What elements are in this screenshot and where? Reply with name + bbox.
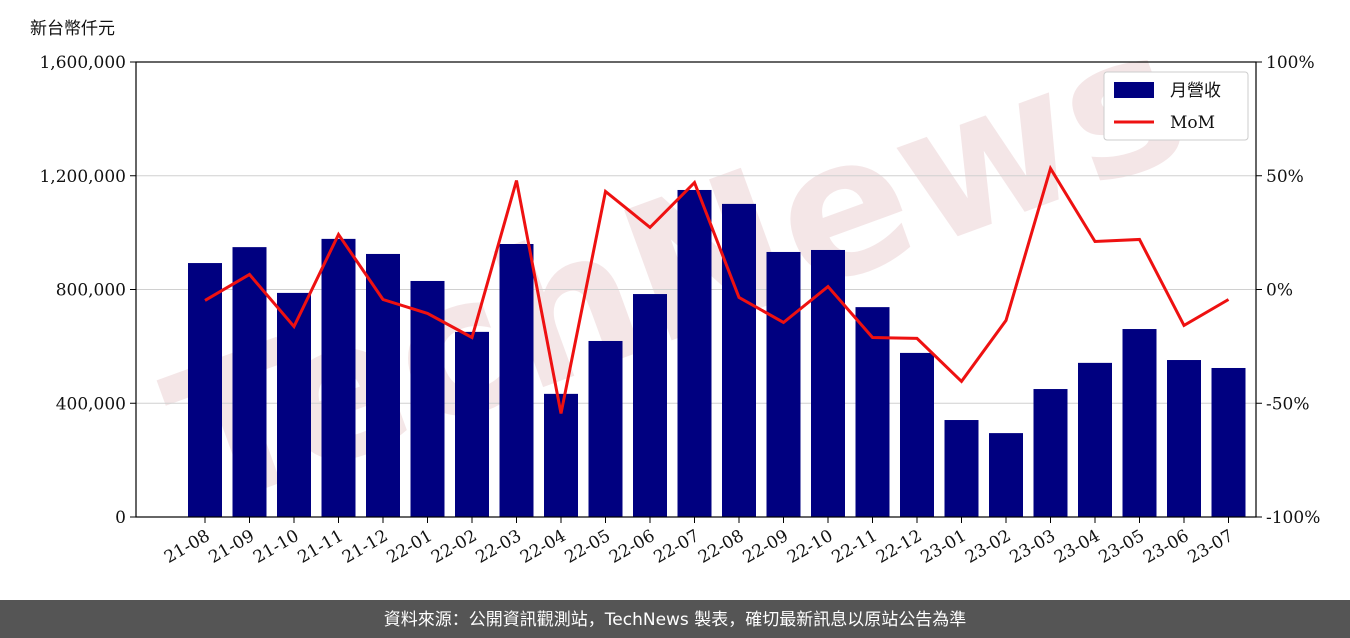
legend-label: 月營收 — [1170, 81, 1221, 101]
bar — [499, 244, 534, 517]
x-tick-label: 22-04 — [517, 526, 569, 568]
x-tick-label: 22-02 — [428, 526, 480, 568]
y2-tick-label: 50% — [1266, 167, 1304, 187]
footer: 資料來源：公開資訊觀測站，TechNews 製表，確切最新訊息以原站公告為準 — [384, 610, 966, 630]
x-tick-label: 23-06 — [1140, 526, 1192, 568]
x-tick-label: 23-02 — [962, 526, 1014, 568]
x-tick-label: 23-01 — [918, 526, 970, 568]
bar — [766, 251, 801, 517]
plot-frame — [135, 61, 1257, 518]
footer-bar — [0, 600, 1350, 638]
bar — [900, 352, 934, 517]
legend-label: MoM — [1170, 113, 1215, 133]
x-tick-label: 23-07 — [1185, 526, 1237, 568]
bar — [855, 307, 890, 517]
legend-swatch — [1114, 82, 1154, 98]
y-tick-label: 0 — [115, 508, 126, 528]
x-tick-label: 22-01 — [384, 526, 436, 568]
y-tick-label: 1,200,000 — [39, 167, 126, 187]
x-tick-label: 23-04 — [1051, 526, 1103, 568]
x-tick-label: 22-09 — [740, 526, 792, 568]
y-axis-label: 新台幣仟元 — [30, 19, 115, 39]
x-tick-label: 22-12 — [873, 526, 925, 568]
x-tick-label: 21-11 — [295, 526, 347, 568]
bar — [677, 189, 712, 517]
x-tick-label: 22-05 — [562, 526, 614, 568]
bar — [455, 331, 489, 517]
x-tick-label: 22-07 — [651, 526, 703, 568]
bar — [1211, 367, 1246, 517]
bar — [188, 263, 222, 517]
y2-tick-label: 0% — [1266, 281, 1293, 301]
bar — [1078, 362, 1112, 517]
x-tick-label: 22-06 — [606, 526, 658, 568]
bar — [410, 280, 445, 517]
x-tick-label: 22-08 — [695, 526, 747, 568]
x-tick-label: 23-05 — [1096, 526, 1148, 568]
bar — [544, 393, 578, 517]
bar — [277, 292, 311, 517]
x-tick-label: 21-12 — [339, 526, 391, 568]
line — [204, 164, 1230, 414]
y-tick-label: 400,000 — [56, 394, 126, 414]
bar — [1167, 360, 1201, 517]
y2-tick-label: 100% — [1266, 53, 1315, 73]
x-tick-label: 22-10 — [784, 526, 836, 568]
bar — [232, 247, 267, 518]
bar — [633, 294, 667, 517]
bar — [811, 249, 845, 518]
y-tick-label: 800,000 — [56, 281, 126, 301]
bar — [588, 340, 623, 517]
x-tick-label: 22-03 — [473, 526, 525, 568]
bar — [944, 420, 979, 517]
y-tick-label: 1,600,000 — [39, 53, 126, 73]
y2-tick-label: -100% — [1266, 508, 1320, 528]
bar — [722, 203, 756, 517]
bar — [321, 238, 356, 517]
x-tick-label: 21-08 — [161, 526, 213, 568]
bar — [366, 253, 400, 517]
bar — [1033, 389, 1068, 517]
x-tick-label: 23-03 — [1007, 526, 1059, 568]
bar — [989, 433, 1023, 517]
y2-tick-label: -50% — [1266, 394, 1310, 414]
bar — [1122, 329, 1157, 517]
x-tick-label: 22-11 — [829, 526, 881, 568]
